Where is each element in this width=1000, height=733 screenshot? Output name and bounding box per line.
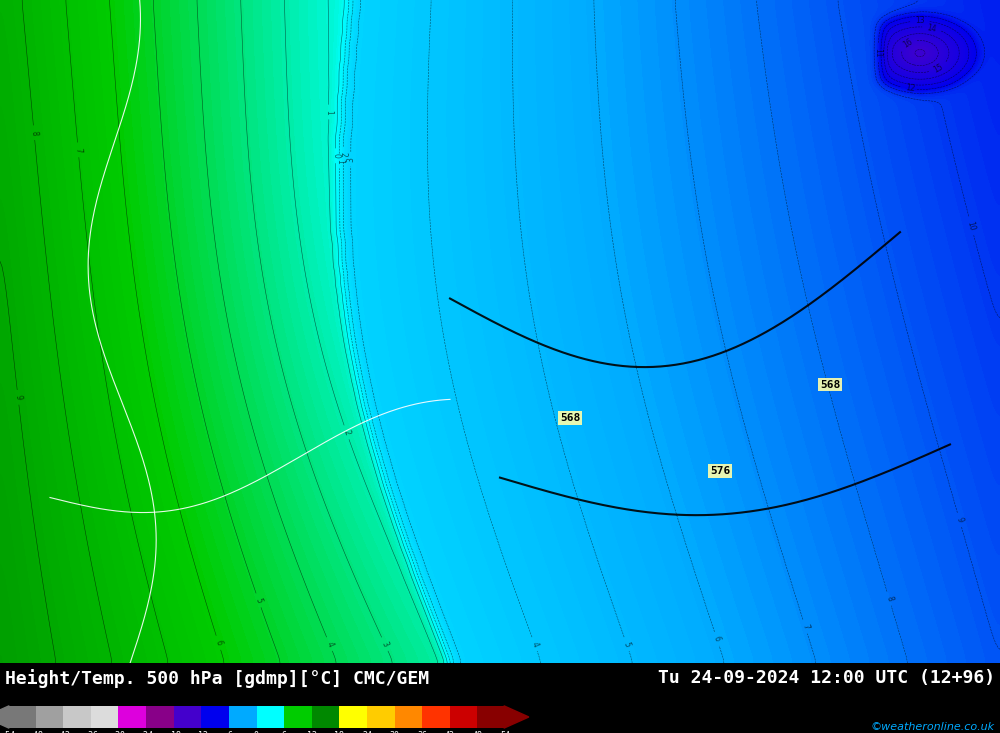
Text: 18: 18	[334, 731, 344, 733]
Text: 12: 12	[307, 731, 317, 733]
Text: -12: -12	[194, 731, 209, 733]
Text: -6: -6	[224, 731, 234, 733]
Bar	[284, 706, 312, 728]
Bar	[339, 706, 367, 728]
Text: -54: -54	[0, 731, 16, 733]
Bar	[229, 706, 256, 728]
Text: -24: -24	[139, 731, 154, 733]
Text: 36: 36	[417, 731, 427, 733]
FancyArrow shape	[504, 706, 529, 728]
Bar	[63, 706, 91, 728]
Text: -48: -48	[28, 731, 43, 733]
Bar	[201, 706, 229, 728]
Text: 3: 3	[346, 157, 355, 162]
Text: -42: -42	[56, 731, 71, 733]
Text: 0: 0	[331, 153, 340, 158]
Text: 13: 13	[915, 16, 925, 26]
Text: ©weatheronline.co.uk: ©weatheronline.co.uk	[871, 721, 995, 732]
Text: 3: 3	[380, 640, 390, 648]
Text: 24: 24	[362, 731, 372, 733]
Text: 568: 568	[560, 413, 580, 423]
Text: 9: 9	[13, 394, 23, 400]
Text: 42: 42	[445, 731, 455, 733]
Bar	[450, 706, 477, 728]
Text: 6: 6	[712, 635, 722, 643]
Text: -30: -30	[111, 731, 126, 733]
Text: 576: 576	[710, 466, 730, 476]
Text: 15: 15	[932, 62, 944, 75]
Bar	[367, 706, 395, 728]
Text: 12: 12	[904, 84, 915, 94]
Bar	[395, 706, 422, 728]
Bar	[256, 706, 284, 728]
Text: 568: 568	[820, 380, 840, 390]
Text: 14: 14	[926, 23, 938, 34]
Text: 6: 6	[213, 639, 223, 647]
Text: -18: -18	[166, 731, 181, 733]
Bar	[118, 706, 146, 728]
Text: 0: 0	[254, 731, 259, 733]
Text: 10: 10	[966, 220, 977, 232]
Bar	[477, 706, 505, 728]
Text: 5: 5	[622, 641, 632, 648]
Text: 2: 2	[342, 429, 352, 436]
Text: Tu 24-09-2024 12:00 UTC (12+96): Tu 24-09-2024 12:00 UTC (12+96)	[658, 669, 995, 687]
Text: 48: 48	[472, 731, 482, 733]
Bar	[146, 706, 174, 728]
Text: 2: 2	[339, 152, 348, 156]
Text: 11: 11	[874, 48, 883, 57]
Bar	[91, 706, 118, 728]
Text: 7: 7	[800, 623, 810, 630]
Bar	[312, 706, 339, 728]
Text: 30: 30	[390, 731, 400, 733]
Text: 9: 9	[954, 516, 964, 523]
Text: 16: 16	[901, 37, 914, 50]
FancyArrow shape	[0, 706, 9, 728]
Bar	[8, 706, 36, 728]
Text: 8: 8	[29, 130, 39, 136]
Bar	[174, 706, 201, 728]
Bar	[36, 706, 63, 728]
Bar	[422, 706, 450, 728]
Text: 1: 1	[335, 158, 344, 163]
Text: -36: -36	[83, 731, 98, 733]
Text: 8: 8	[884, 595, 894, 603]
Text: 1: 1	[324, 109, 333, 114]
Text: 6: 6	[282, 731, 287, 733]
Text: 4: 4	[530, 640, 540, 648]
Text: 4: 4	[324, 640, 335, 648]
Text: 5: 5	[253, 597, 264, 604]
Text: 7: 7	[73, 147, 83, 152]
Text: Height/Temp. 500 hPa [gdmp][°C] CMC/GEM: Height/Temp. 500 hPa [gdmp][°C] CMC/GEM	[5, 669, 429, 688]
Text: 54: 54	[500, 731, 510, 733]
